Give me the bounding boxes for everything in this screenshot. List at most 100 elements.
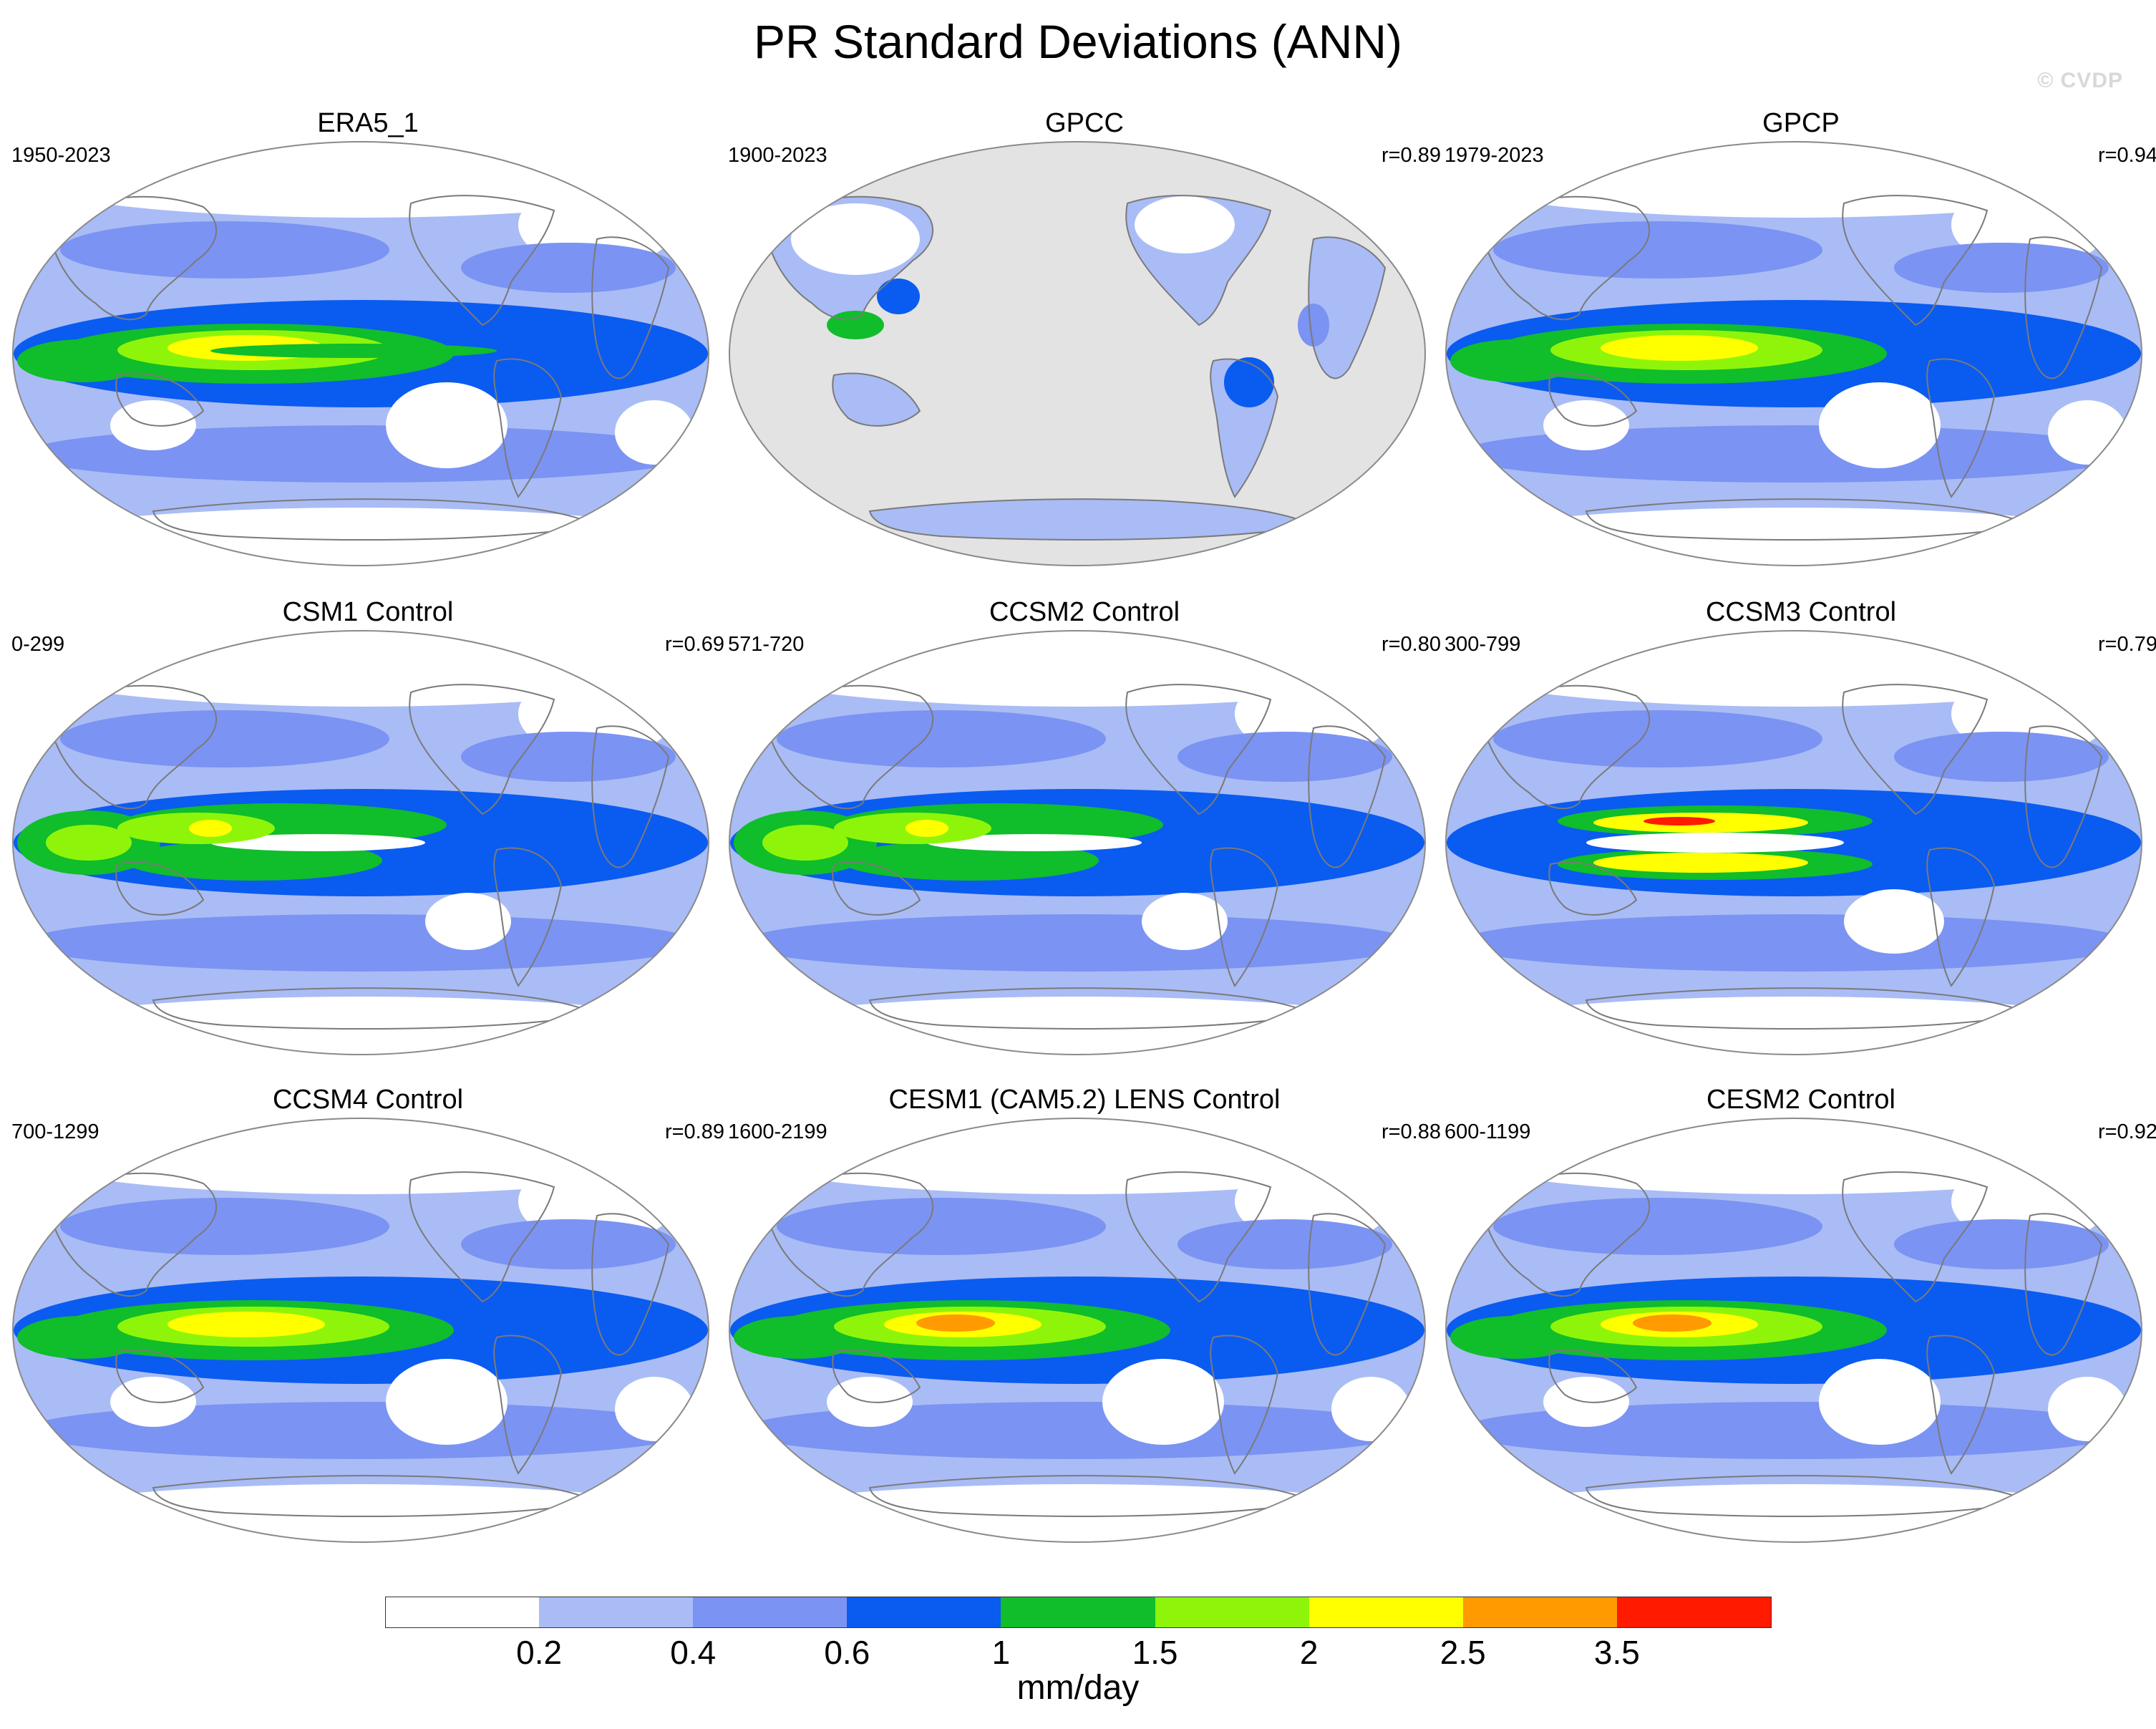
indian-ocean-core [46, 825, 132, 861]
coastline [2024, 236, 2103, 379]
precip-field [1446, 1118, 2142, 1542]
panel-correlation: r=0.89 [664, 1120, 724, 1143]
antarctic-low-variance [729, 997, 1425, 1055]
coastline [115, 861, 205, 916]
colorbar-swatch [1616, 1597, 1772, 1628]
se-atlantic-dry [615, 1377, 694, 1441]
cold-tongue [210, 834, 425, 851]
coastline [2024, 725, 2103, 868]
maritime-continent [827, 311, 884, 339]
storm-track-north [60, 221, 389, 279]
coastline [769, 1172, 933, 1297]
spcz-core [1593, 853, 1808, 873]
colorbar-tick-label: 0.2 [516, 1634, 563, 1671]
coastline [1485, 195, 1650, 321]
coastline [591, 725, 670, 868]
storm-track-atlantic [1894, 243, 2109, 293]
storm-track-south [1457, 425, 2130, 483]
storm-track-north [1493, 1198, 1822, 1255]
map-panel: ERA5_1 1950-2023 [10, 107, 726, 566]
colorbar-swatch [1001, 1597, 1156, 1628]
coastline [1308, 236, 1387, 379]
coastline [832, 372, 921, 427]
itcz-max [167, 1312, 325, 1337]
se-pacific-dry [1819, 382, 1941, 468]
storm-track-south [24, 425, 697, 483]
coastline [115, 1349, 205, 1403]
colorbar-swatch [385, 1597, 540, 1628]
coastline [769, 195, 933, 321]
storm-track-north [1493, 710, 1822, 767]
panel-period: 1950-2023 [11, 144, 111, 167]
map-border [729, 1118, 1426, 1543]
coastline [1125, 1171, 1272, 1303]
colorbar-units: mm/day [1016, 1669, 1140, 1707]
dry-region [791, 203, 920, 275]
itcz-extension [210, 344, 497, 358]
coastline [1210, 358, 1279, 498]
map-panel: GPCP 1979-2023 r=0.94 [1443, 107, 2156, 566]
storm-track-north [60, 1198, 389, 1255]
coastline [1125, 684, 1272, 815]
world-map [729, 1118, 1426, 1543]
panel-correlation: r=0.89 [1381, 144, 1441, 167]
panel-period: 1979-2023 [1444, 144, 1544, 167]
world-map [729, 141, 1426, 566]
coastline [1926, 847, 1996, 987]
land-shading [832, 373, 920, 426]
coastline [1210, 1335, 1279, 1475]
coastline [1926, 358, 1996, 498]
coastline [1842, 684, 1989, 815]
indian-ocean-core [762, 825, 848, 861]
map-border [729, 141, 1426, 566]
world-map [1445, 141, 2142, 566]
se-pacific-dry [386, 382, 508, 468]
cold-tongue [1586, 833, 1844, 853]
world-map [12, 1118, 709, 1543]
map-border [12, 1118, 709, 1543]
storm-track-north [60, 710, 389, 767]
world-map [729, 630, 1426, 1055]
precip-field [13, 1118, 709, 1542]
storm-track-north [1493, 221, 1822, 279]
coastline [1308, 725, 1387, 868]
map-panel: CSM1 Control 0-299 r=0.69 [10, 596, 726, 1055]
coastline [493, 1335, 563, 1475]
panel-correlation: r=0.88 [1381, 1120, 1441, 1143]
itcz-max [1643, 817, 1715, 825]
storm-track-atlantic [461, 243, 676, 293]
colorbar-tick-label: 2.5 [1439, 1634, 1486, 1671]
storm-track-south [1457, 1402, 2130, 1459]
precip-field [729, 1118, 1425, 1542]
coastline [1210, 847, 1279, 987]
antarctic-low-variance [729, 1484, 1425, 1542]
coastline [1485, 684, 1650, 810]
colorbar-tick-label: 3.5 [1593, 1634, 1640, 1671]
coastline [1125, 195, 1272, 326]
coastline [2024, 1213, 2103, 1356]
colorbar-swatch [847, 1597, 1002, 1628]
colorbar-swatch [539, 1597, 694, 1628]
map-panel: CCSM2 Control 571-720 r=0.80 [727, 596, 1442, 1055]
panel-title: CCSM3 Control [1705, 597, 1897, 627]
coastline [52, 195, 217, 321]
storm-track-atlantic [1894, 732, 2109, 782]
map-border [1445, 1118, 2142, 1543]
se-pacific-dry [1142, 893, 1228, 950]
dry-region [1135, 196, 1235, 253]
itcz-peak [1633, 1314, 1711, 1332]
panel-period: 300-799 [1444, 633, 1521, 656]
se-atlantic-dry [2048, 1377, 2127, 1441]
storm-track-north [777, 1198, 1106, 1255]
itcz-max [1601, 335, 1758, 361]
coastline [1548, 861, 1638, 916]
coastline [409, 684, 555, 815]
panel-title: GPCC [1045, 108, 1124, 138]
storm-track-south [24, 1402, 697, 1459]
panel-title: CCSM2 Control [989, 597, 1180, 627]
map-border [1445, 630, 2142, 1055]
coastline [591, 236, 670, 379]
antarctic-low-variance [1446, 1484, 2142, 1542]
storm-track-north [777, 710, 1106, 767]
monsoon-shading [877, 279, 920, 314]
